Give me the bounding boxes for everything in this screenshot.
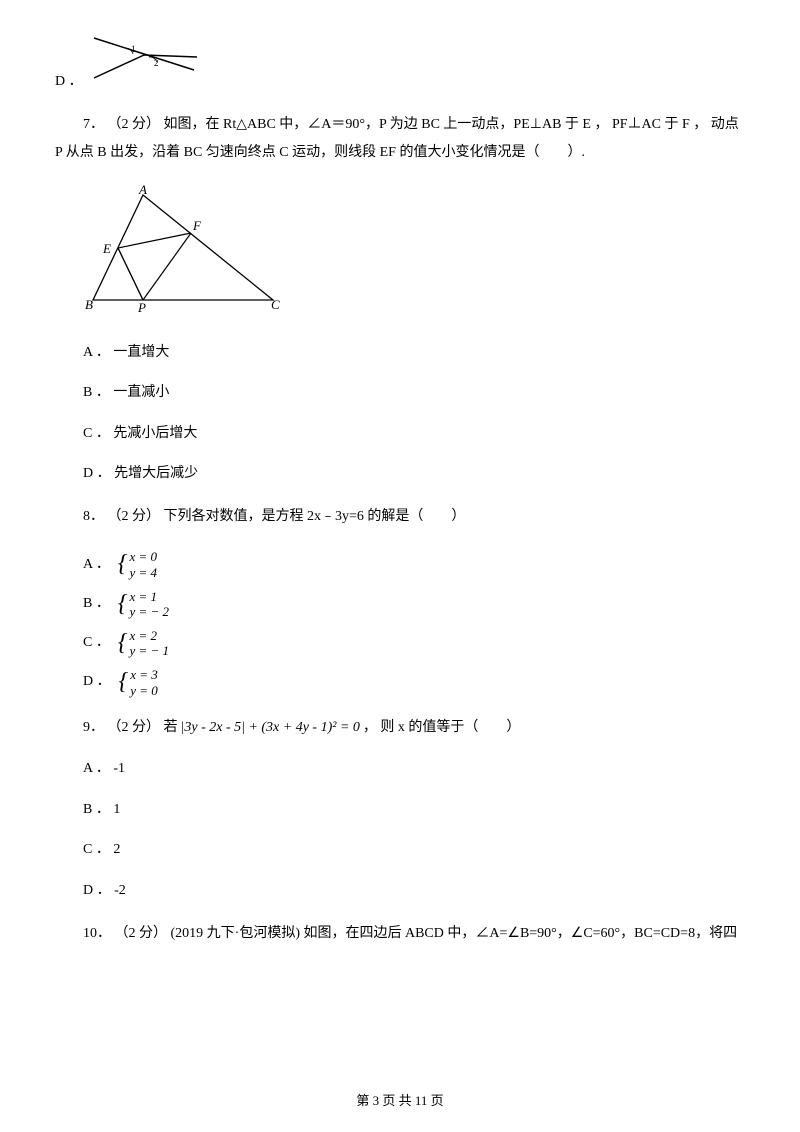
- eq-line2: y = 0: [130, 683, 158, 699]
- eq-line2: y = − 2: [129, 604, 169, 620]
- option-label: C ．: [83, 632, 110, 654]
- svg-text:C: C: [271, 297, 280, 312]
- brace-icon: {: [118, 595, 128, 614]
- q8-option-a: A ． { x = 0 y = 4: [83, 549, 745, 580]
- q8-option-c: C ． { x = 2 y = − 1: [83, 628, 745, 659]
- q9-formula: |3y - 2x - 5| + (3x + 4y - 1)² = 0: [178, 716, 363, 740]
- q7-triangle-figure: A B C E F P: [83, 185, 745, 323]
- q9-text: 9． （2 分） 若 |3y - 2x - 5| + (3x + 4y - 1)…: [55, 716, 745, 740]
- q7-option-b: B ． 一直减小: [83, 382, 745, 404]
- q7-option-d: D ． 先增大后减少: [83, 463, 745, 485]
- eq-line2: y = − 1: [129, 643, 169, 659]
- q6-option-d: D ． 1 2: [55, 30, 745, 93]
- q9-option-b: B ． 1: [83, 799, 745, 821]
- brace-icon: {: [118, 555, 128, 574]
- eq-line2: y = 4: [129, 565, 157, 581]
- svg-text:E: E: [102, 241, 111, 256]
- svg-text:P: P: [137, 300, 146, 315]
- q9-option-d: D ． -2: [83, 880, 745, 902]
- q9-pre: 9． （2 分） 若: [83, 717, 178, 739]
- q8-option-d: D ． { x = 3 y = 0: [83, 667, 745, 698]
- eq-line1: x = 3: [130, 667, 158, 683]
- option-d-label: D ．: [55, 71, 83, 93]
- svg-text:F: F: [192, 218, 202, 233]
- crossing-lines-figure: 1 2: [89, 30, 199, 93]
- q10-text: 10． （2 分） (2019 九下·包河模拟) 如图，在四边后 ABCD 中，…: [55, 920, 745, 948]
- q9-post: ， 则 x 的值等于（ ）: [363, 717, 521, 739]
- svg-text:1: 1: [131, 44, 136, 54]
- svg-text:A: A: [138, 185, 147, 197]
- q9-option-a: A ． -1: [83, 758, 745, 780]
- q8-option-b: B ． { x = 1 y = − 2: [83, 589, 745, 620]
- eq-line1: x = 1: [129, 589, 169, 605]
- q7-text: 7． （2 分） 如图，在 Rt△ABC 中，∠A＝90°，P 为边 BC 上一…: [55, 111, 745, 167]
- option-label: D ．: [83, 671, 111, 693]
- page-footer: 第 3 页 共 11 页: [0, 1091, 800, 1112]
- option-label: A ．: [83, 554, 110, 576]
- brace-icon: {: [119, 673, 129, 692]
- eq-line1: x = 2: [129, 628, 169, 644]
- svg-text:B: B: [85, 297, 93, 312]
- eq-line1: x = 0: [129, 549, 157, 565]
- option-label: B ．: [83, 593, 110, 615]
- svg-text:2: 2: [154, 58, 159, 68]
- brace-icon: {: [118, 634, 128, 653]
- q8-text: 8． （2 分） 下列各对数值，是方程 2x﹣3y=6 的解是（ ）: [55, 503, 745, 531]
- q9-option-c: C ． 2: [83, 839, 745, 861]
- q7-option-c: C ． 先减小后增大: [83, 423, 745, 445]
- q7-option-a: A ． 一直增大: [83, 342, 745, 364]
